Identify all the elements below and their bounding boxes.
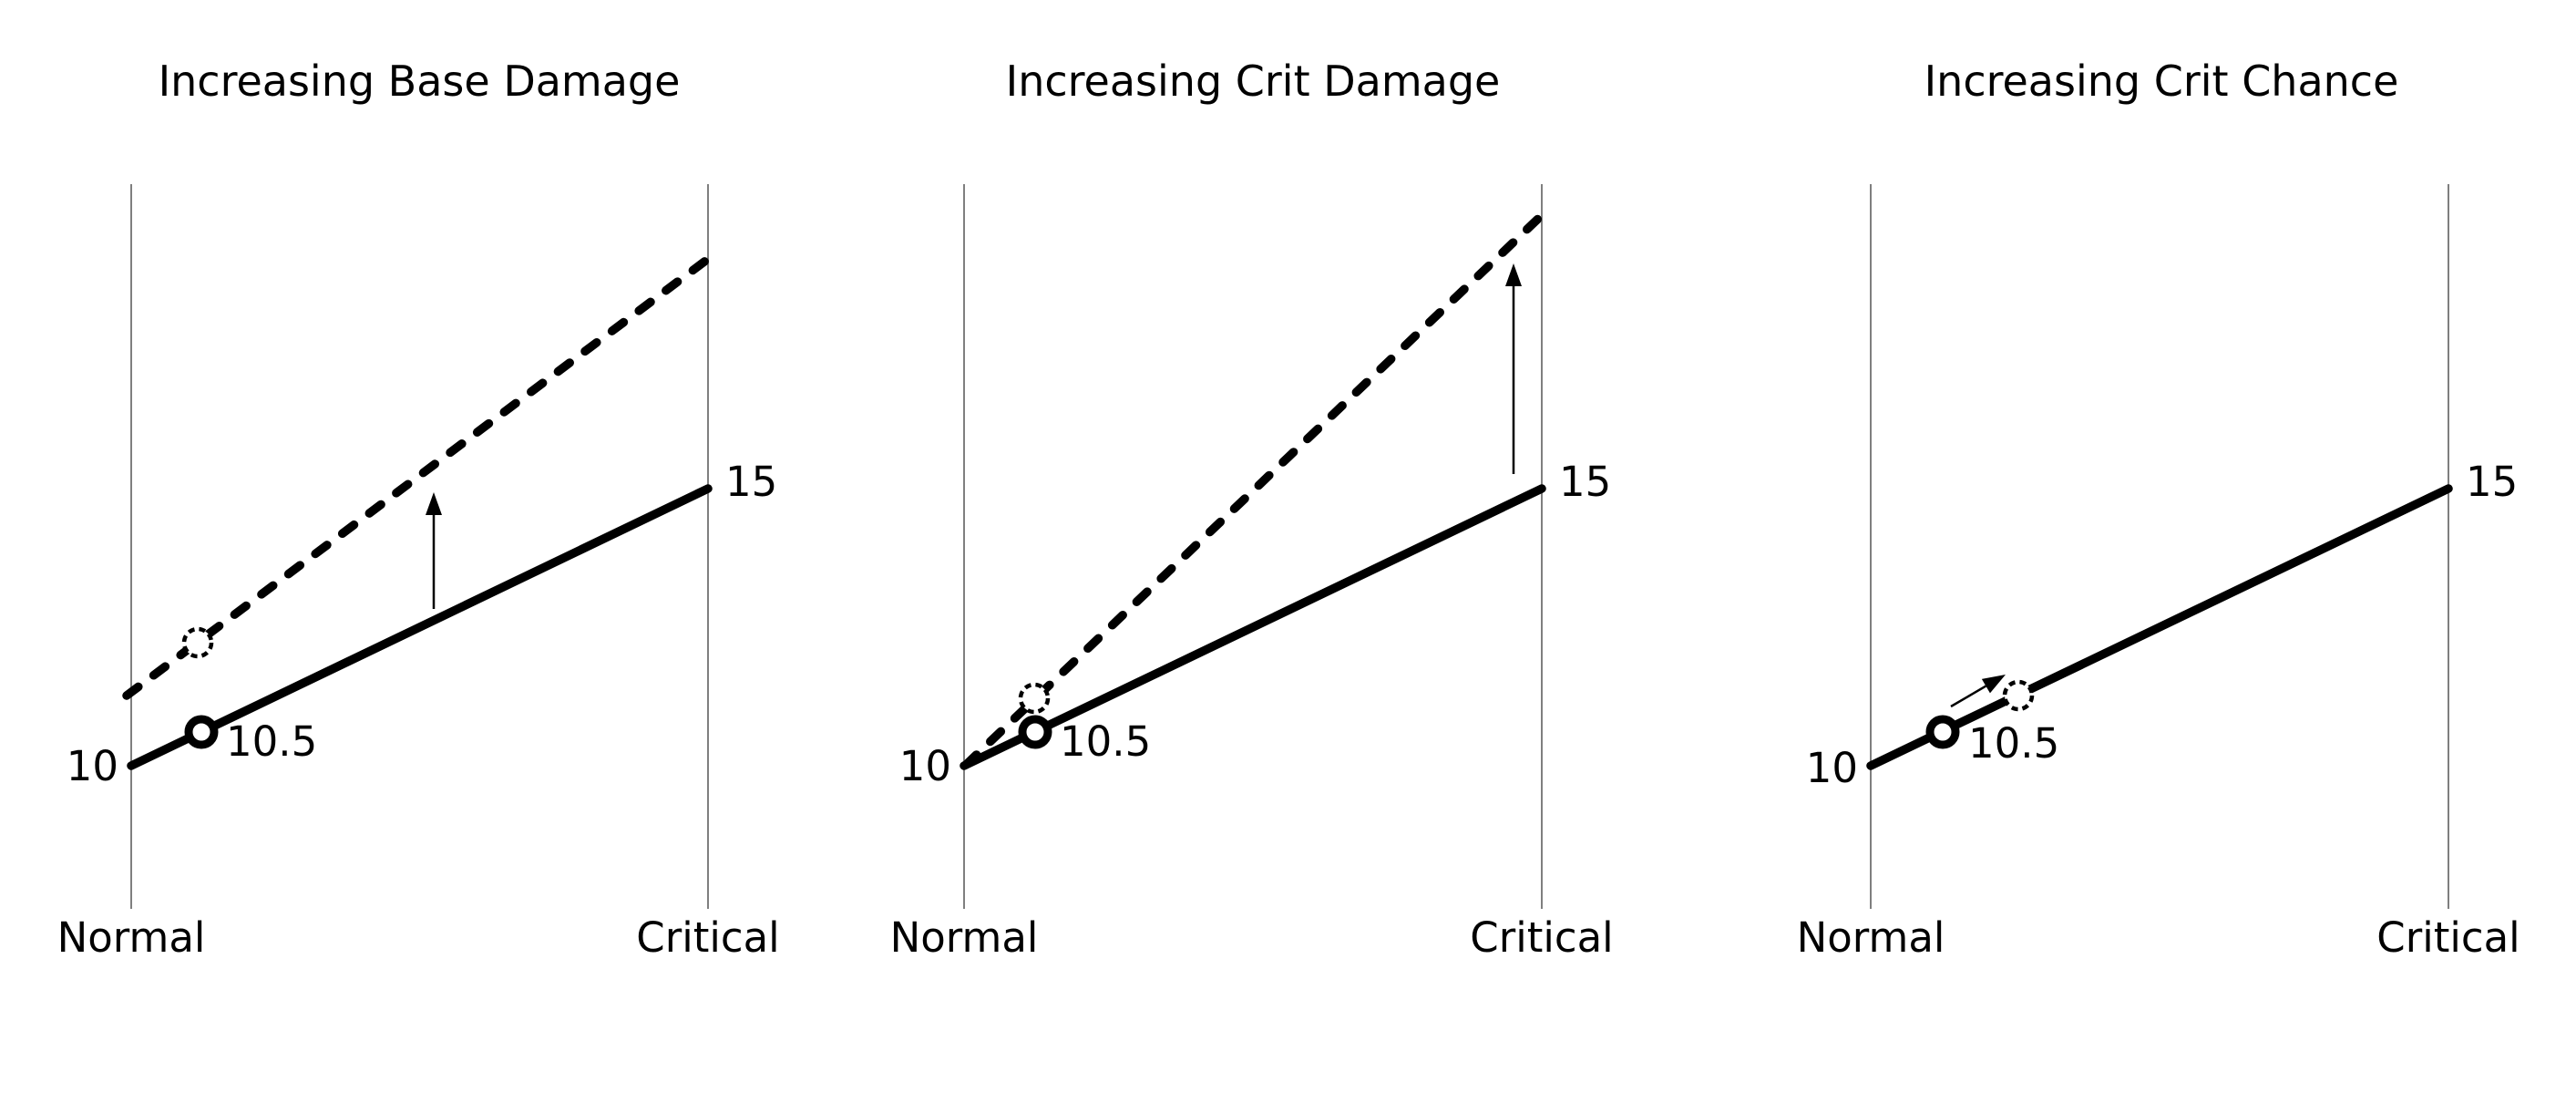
upgraded-damage-line-dashed (122, 252, 716, 700)
x-axis-label-normal: Normal (1797, 913, 1945, 962)
change-arrow-shaft (1950, 685, 1987, 708)
upgraded-expected-damage-marker (1018, 682, 1051, 715)
upgraded-expected-damage-marker (181, 626, 214, 659)
change-arrow-head (426, 492, 442, 515)
current-damage-line-solid (1866, 484, 2453, 770)
expected-damage-marker (1925, 715, 1960, 749)
x-axis-label-critical: Critical (636, 913, 779, 962)
expected-damage-value-label: 10.5 (1060, 717, 1151, 766)
panel-title: Increasing Crit Chance (1924, 57, 2399, 106)
upgraded-damage-line-dashed (961, 212, 1545, 769)
x-axis-label-critical: Critical (1470, 913, 1613, 962)
current-damage-line-solid (960, 484, 1546, 770)
critical-damage-value-label: 15 (2466, 458, 2518, 506)
normal-damage-value-label: 10 (899, 742, 951, 790)
panel-increasing-crit-chance: Increasing Crit Chance 10 10.5 15 Normal… (1797, 57, 2520, 962)
critical-damage-value-label: 15 (725, 458, 777, 506)
critical-damage-value-label: 15 (1559, 458, 1611, 506)
panel-increasing-base-damage: Increasing Base Damage 10 10.5 15 Normal… (57, 57, 780, 962)
change-arrow (1950, 675, 2006, 708)
expected-damage-value-label: 10.5 (1968, 719, 2059, 768)
expected-damage-marker (1018, 715, 1052, 749)
expected-damage-marker (184, 715, 219, 749)
x-axis-label-critical: Critical (2376, 913, 2520, 962)
change-arrow (1505, 263, 1522, 474)
x-axis-label-normal: Normal (57, 913, 206, 962)
current-damage-line-solid (127, 484, 713, 770)
change-arrow-head (1981, 675, 2006, 694)
normal-damage-value-label: 10 (1806, 744, 1858, 792)
panel-title: Increasing Crit Damage (1006, 57, 1501, 106)
change-arrow-head (1505, 263, 1522, 286)
change-arrow (426, 492, 442, 609)
upgraded-expected-damage-marker (2002, 679, 2035, 712)
panel-increasing-crit-damage: Increasing Crit Damage 10 10.5 15 Normal… (890, 57, 1614, 962)
x-axis-label-normal: Normal (890, 913, 1039, 962)
normal-damage-value-label: 10 (67, 742, 118, 790)
panel-title: Increasing Base Damage (159, 57, 681, 106)
expected-damage-value-label: 10.5 (226, 717, 317, 766)
